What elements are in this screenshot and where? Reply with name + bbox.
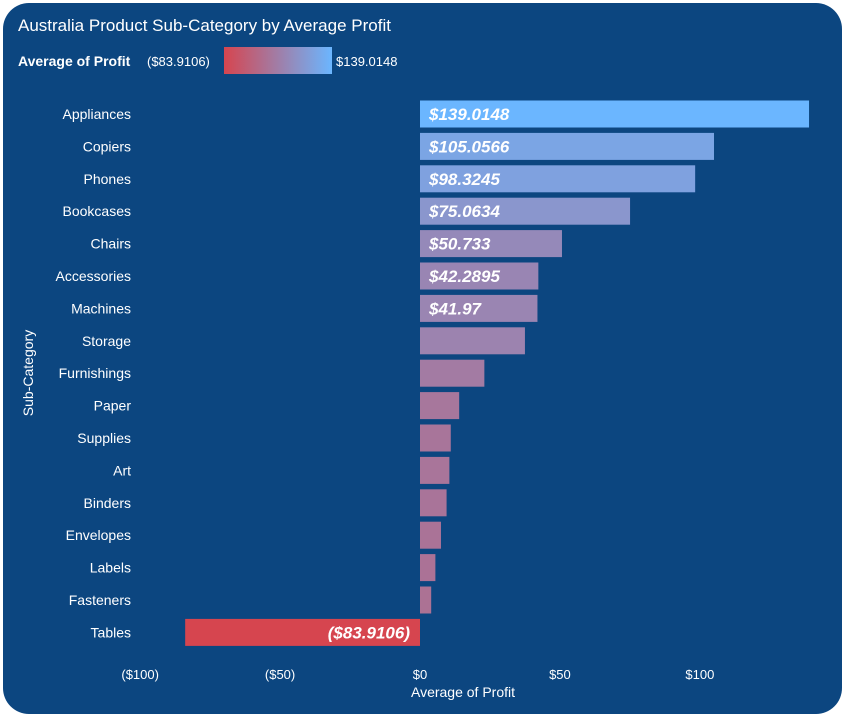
category-label: Envelopes [66, 527, 131, 543]
bar[interactable] [420, 586, 432, 614]
category-label: Appliances [63, 106, 132, 122]
x-tick-label: $50 [549, 667, 571, 682]
chart-title: Australia Product Sub-Category by Averag… [18, 16, 391, 35]
data-label: $105.0566 [428, 137, 510, 156]
x-tick-label: $0 [413, 667, 427, 682]
bar[interactable] [420, 100, 810, 128]
chart-card: Australia Product Sub-Category by Averag… [3, 3, 842, 714]
x-tick-label: ($50) [265, 667, 295, 682]
category-label: Fasteners [69, 592, 131, 608]
bar[interactable] [420, 197, 631, 225]
x-tick-label: ($100) [121, 667, 159, 682]
bar[interactable] [420, 554, 436, 582]
bar[interactable] [420, 327, 525, 355]
legend-title: Average of Profit [18, 53, 131, 69]
x-axis-title: Average of Profit [411, 684, 515, 700]
category-label: Supplies [77, 430, 131, 446]
category-label: Binders [84, 495, 131, 511]
category-label: Art [113, 462, 131, 478]
category-label: Accessories [56, 268, 131, 284]
data-label: $75.0634 [428, 202, 500, 221]
bar-chart: Sub-Category Average of Profit Appliance… [20, 100, 810, 700]
category-label: Storage [82, 333, 131, 349]
category-label: Phones [84, 171, 131, 187]
data-label: $98.3245 [428, 170, 500, 189]
legend-gradient [224, 47, 332, 74]
category-label: Chairs [91, 236, 131, 252]
category-label: Copiers [83, 138, 131, 154]
bar[interactable] [420, 132, 715, 160]
bar[interactable] [420, 456, 450, 484]
bar[interactable] [420, 521, 441, 549]
data-label: $139.0148 [428, 105, 510, 124]
bar[interactable] [420, 359, 485, 387]
data-label: $42.2895 [428, 267, 500, 286]
legend-max-label: $139.0148 [336, 54, 398, 69]
category-label: Furnishings [59, 365, 131, 381]
category-label: Labels [90, 560, 131, 576]
category-label: Paper [94, 398, 132, 414]
y-axis-title: Sub-Category [20, 330, 36, 416]
bar[interactable] [420, 230, 562, 258]
bar[interactable] [420, 489, 447, 517]
legend-min-label: ($83.9106) [147, 54, 210, 69]
bar[interactable] [420, 165, 696, 193]
data-label: $50.733 [428, 235, 491, 254]
bar[interactable] [420, 294, 538, 322]
bar[interactable] [420, 392, 460, 420]
x-tick-label: $100 [685, 667, 714, 682]
bar[interactable] [420, 424, 451, 452]
data-label: ($83.9106) [328, 623, 411, 642]
category-label: Machines [71, 300, 131, 316]
category-label: Tables [91, 624, 131, 640]
data-label: $41.97 [428, 299, 483, 318]
category-label: Bookcases [63, 203, 131, 219]
bar[interactable] [185, 618, 420, 646]
bar[interactable] [420, 262, 539, 290]
